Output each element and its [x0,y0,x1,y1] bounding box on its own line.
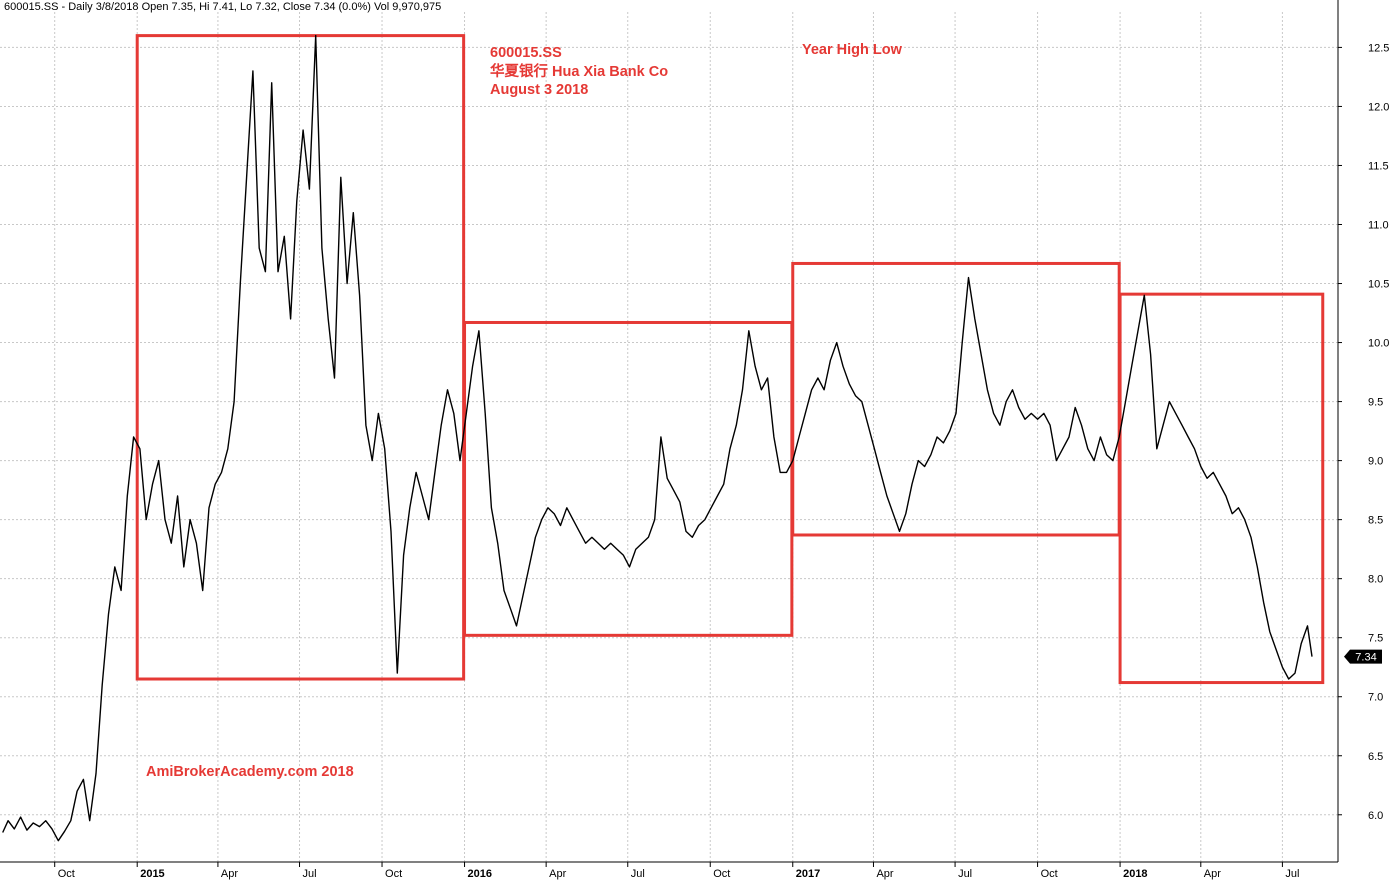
x-tick-label: Oct [58,868,75,880]
x-tick-label: Apr [221,868,238,880]
annotation-date: August 3 2018 [490,82,589,98]
x-tick-label: 2017 [796,868,820,880]
annotation-study: Year High Low [802,42,902,58]
y-tick-label: 10.5 [1368,279,1389,291]
x-tick-label: Apr [549,868,566,880]
chart-header: 600015.SS - Daily 3/8/2018 Open 7.35, Hi… [4,1,442,13]
price-line [2,34,1313,842]
y-tick-label: 8.5 [1368,515,1383,527]
y-tick-label: 6.0 [1368,810,1383,822]
year-box-1 [135,34,466,681]
watermark-text: AmiBrokerAcademy.com 2018 [146,764,354,780]
y-tick-label: 12.5 [1368,42,1389,54]
x-tick-label: 2018 [1123,868,1147,880]
last-price-tag [1344,649,1382,664]
annotation-ticker: 600015.SS [490,45,562,61]
y-tick-label: 8.0 [1368,574,1383,586]
price-series [2,34,1313,842]
x-tick-label: Apr [1204,868,1221,880]
last-price-label: 7.34 [1355,652,1376,664]
y-tick-label: 9.5 [1368,397,1383,409]
y-tick-label: 11.0 [1368,220,1389,232]
x-tick-label: Apr [876,868,893,880]
x-tick-label: 2016 [468,868,492,880]
year-high-low-boxes [135,34,1325,685]
y-tick-label: 7.0 [1368,692,1383,704]
x-tick-label: Oct [713,868,730,880]
y-tick-label: 6.5 [1368,751,1383,763]
y-tick-label: 9.0 [1368,456,1383,468]
x-tick-label: Jul [631,868,645,880]
y-tick-label: 12.0 [1368,101,1389,113]
y-tick-label: 7.5 [1368,633,1383,645]
y-tick-label: 10.0 [1368,338,1389,350]
x-tick-label: 2015 [140,868,164,880]
year-box-3 [791,261,1121,537]
x-tick-label: Jul [958,868,972,880]
year-box-4 [1118,292,1325,685]
annotation-company: 华夏银行 Hua Xia Bank Co [490,64,669,80]
x-tick-label: Jul [1285,868,1299,880]
y-tick-label: 11.5 [1368,160,1389,172]
x-tick-label: Oct [1041,868,1058,880]
x-tick-label: Jul [303,868,317,880]
x-tick-label: Oct [385,868,402,880]
grid [0,12,1338,862]
